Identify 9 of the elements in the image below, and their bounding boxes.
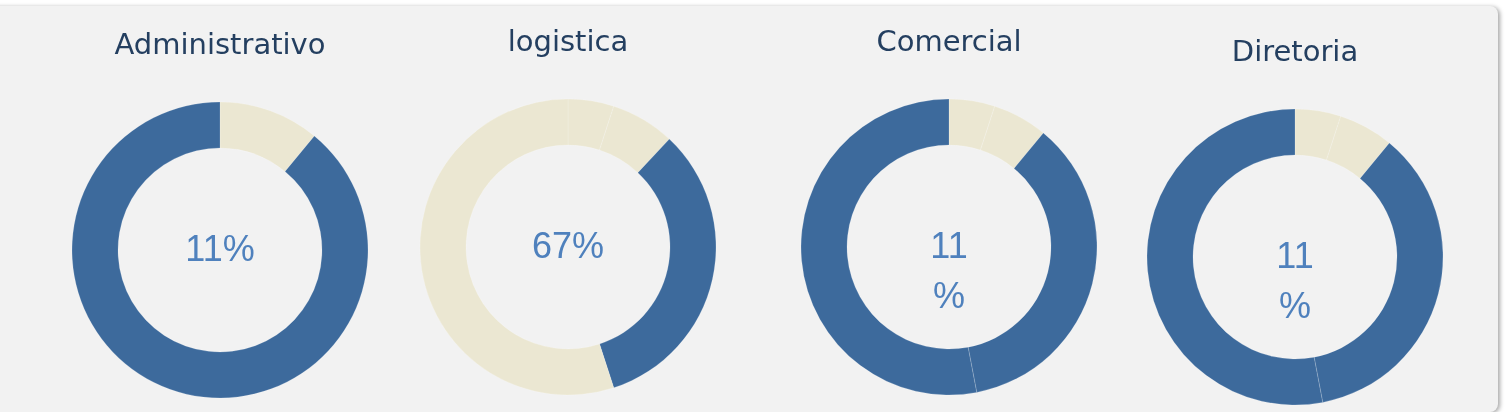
text: 11% <box>185 228 255 269</box>
donut-slice <box>71 101 369 399</box>
text: 11 % <box>1276 235 1314 326</box>
chart-title: logistica <box>507 24 629 58</box>
chart-title: Administrativo <box>114 27 326 61</box>
chart-title: Diretoria <box>1231 34 1359 68</box>
text: 67% <box>531 225 605 266</box>
chart-title: Comercial <box>876 24 1022 58</box>
text: 11 % <box>930 225 968 316</box>
